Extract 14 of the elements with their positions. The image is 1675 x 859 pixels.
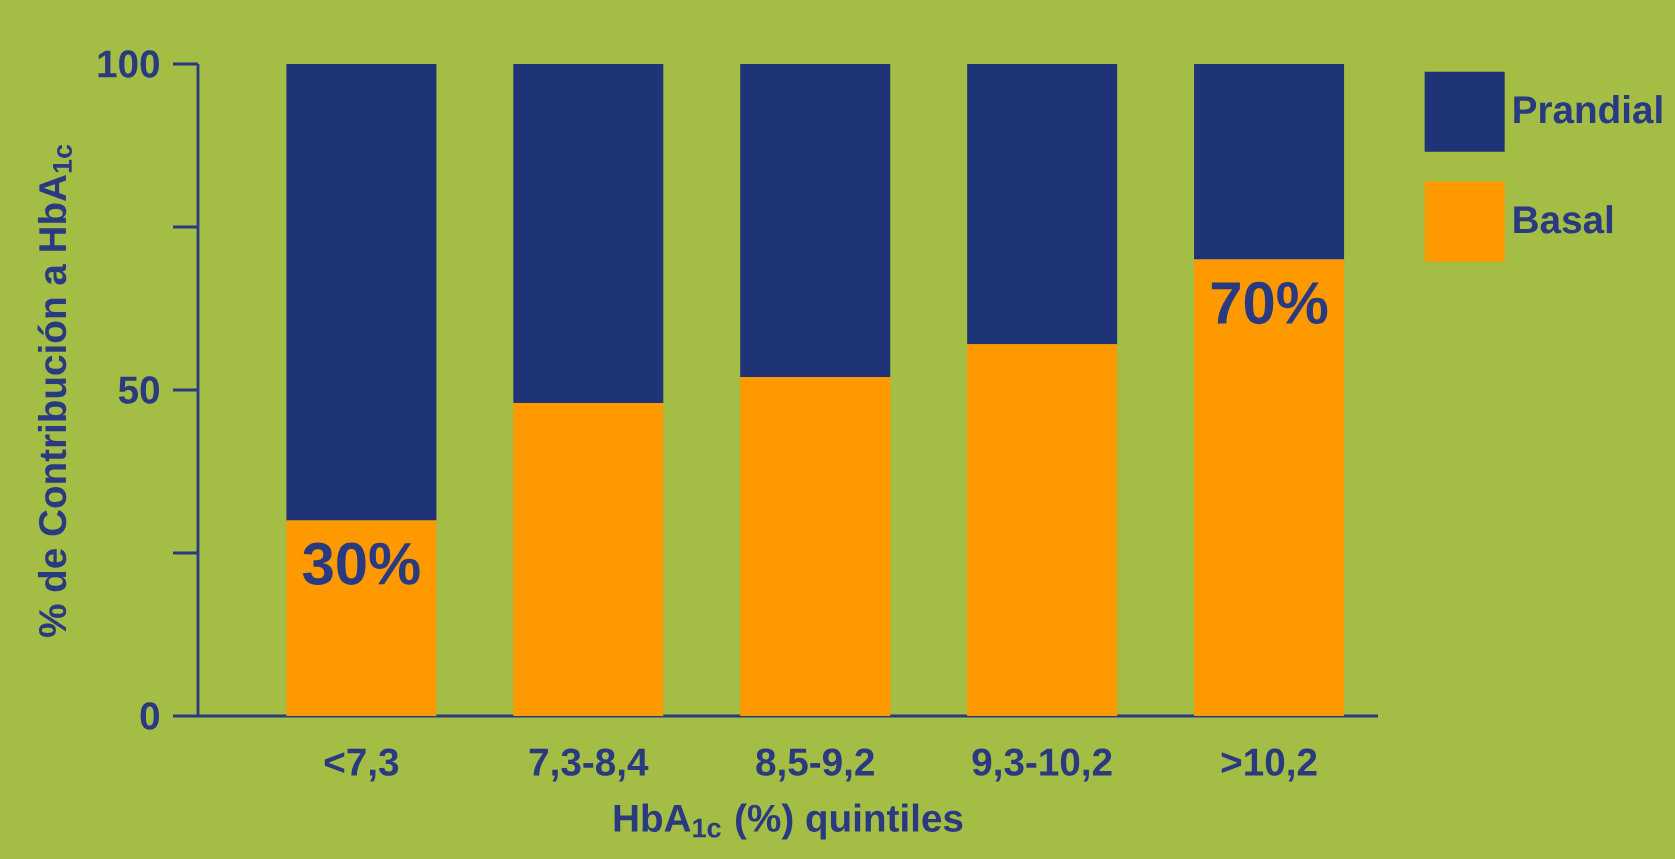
x-tick-label: >10,2: [1221, 748, 1317, 782]
data-label: 30%: [302, 542, 420, 585]
x-tick-label: 9,3-10,2: [972, 748, 1112, 782]
x-tick-label: 7,3-8,4: [529, 748, 649, 782]
x-tick-label: 8,5-9,2: [756, 748, 874, 782]
legend-label: Basal: [1514, 205, 1613, 234]
legend-label: Prandial: [1514, 95, 1662, 124]
y-tick-label: 100: [98, 50, 159, 78]
data-label: 70%: [1211, 281, 1328, 325]
y-tick-label: 0: [140, 702, 159, 730]
x-axis-title: HbA$_{1c}$ (%) quintiles: [614, 803, 963, 840]
x-tick-label: <7,3: [324, 748, 399, 782]
y-axis-title: % de Contribución a HbA$_{1c}$: [37, 144, 72, 637]
y-tick-label: 50: [118, 376, 159, 404]
